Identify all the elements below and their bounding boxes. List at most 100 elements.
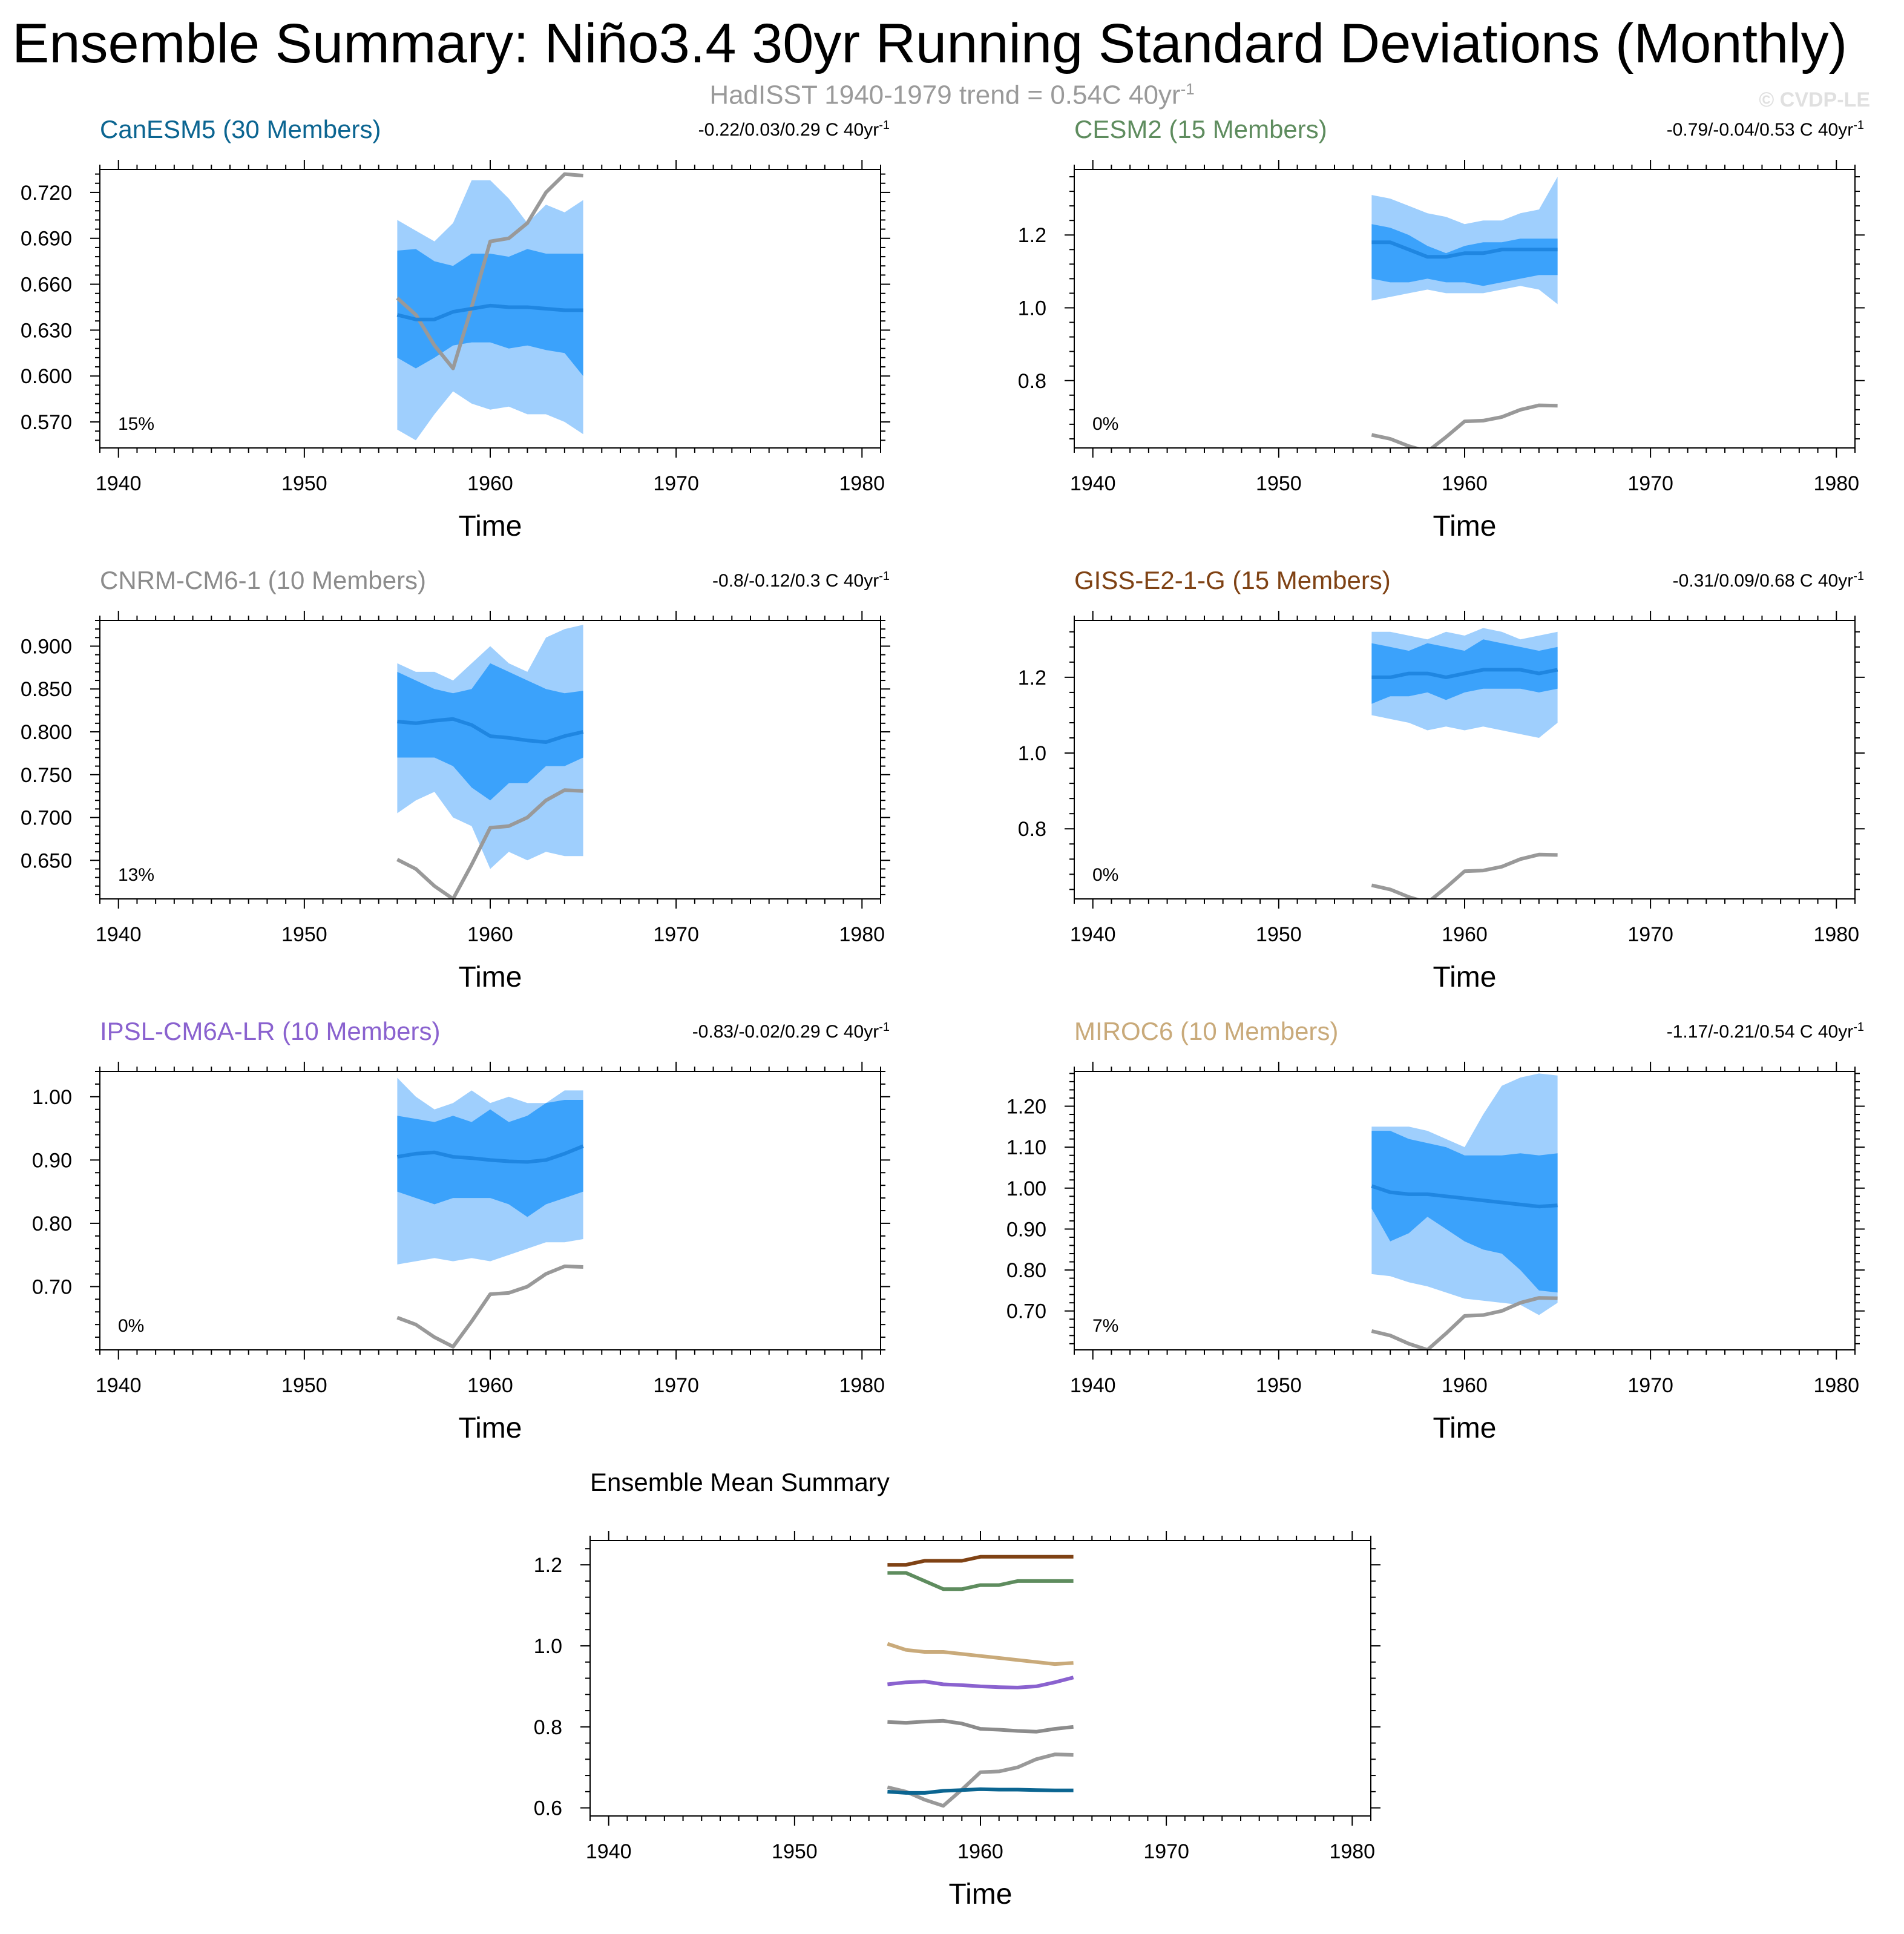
figure-subtitle: HadISST 1940-1979 trend = 0.54C 40yr-1	[0, 80, 1904, 111]
x-tick-label: 1940	[96, 1374, 142, 1397]
percent-label: 0%	[1092, 414, 1118, 434]
y-tick-label: 1.2	[1018, 224, 1046, 247]
panel-ensemble-mean-summary: Ensemble Mean Summary 1940 1950 1960 1970 19…	[502, 1468, 1386, 1928]
x-tick-label: 1950	[281, 1374, 327, 1397]
y-tick-label: 0.600	[21, 365, 72, 388]
x-tick-label: 1970	[1627, 1374, 1673, 1397]
x-tick-label: 1940	[586, 1840, 632, 1863]
y-tick-label: 1.00	[1006, 1177, 1046, 1200]
percent-label: 0%	[118, 1316, 144, 1336]
x-tick-label: 1970	[653, 923, 699, 946]
y-tick-label: 1.2	[1018, 666, 1046, 689]
y-tick-label: 0.90	[1006, 1218, 1046, 1241]
panel-title: CNRM-CM6-1 (10 Members)	[100, 566, 427, 594]
ensemble-mean-line	[397, 717, 584, 744]
y-tick-label: 1.00	[32, 1086, 72, 1109]
observations-line	[1371, 403, 1558, 448]
x-axis-label: Time	[459, 1412, 522, 1444]
y-tick-label: 0.70	[1006, 1300, 1046, 1323]
panel-stats-sup: -1	[879, 1021, 890, 1034]
series-line-ipsl-cm6a-lr	[887, 1676, 1074, 1689]
percent-label: 7%	[1092, 1316, 1118, 1336]
y-tick-label: 0.720	[21, 182, 72, 205]
x-tick-label: 1980	[1329, 1840, 1375, 1863]
plot-area	[396, 625, 584, 899]
y-tick-label: 0.8	[534, 1716, 562, 1739]
x-tick-label: 1970	[653, 1374, 699, 1397]
y-tick-label: 0.700	[21, 807, 72, 830]
x-axis-label: Time	[1433, 510, 1497, 542]
x-tick-label: 1960	[467, 1374, 513, 1397]
panel-stats: -0.31/0.09/0.68 C 40yr-1	[1673, 570, 1864, 591]
ensemble-mean-line	[396, 1144, 584, 1164]
y-tick-label: 0.660	[21, 274, 72, 297]
y-tick-label: 0.900	[21, 635, 72, 658]
y-tick-label: 1.2	[534, 1554, 562, 1577]
panel-stats-text: -0.22/0.03/0.29 C 40yr	[698, 120, 879, 140]
panel-stats-text: -0.79/-0.04/0.53 C 40yr	[1666, 120, 1854, 140]
x-tick-label: 1950	[281, 472, 327, 495]
percent-label: 0%	[1092, 865, 1118, 885]
x-tick-label: 1950	[1256, 923, 1302, 946]
observations-line	[396, 1265, 583, 1349]
x-tick-label: 1960	[467, 472, 513, 495]
observations-line	[1371, 852, 1558, 899]
panel-stats-text: -0.8/-0.12/0.3 C 40yr	[712, 571, 879, 591]
panel-stats-text: -1.17/-0.21/0.54 C 40yr	[1666, 1022, 1854, 1042]
chart-miroc6: 1940 1950 1960 1970 1980 0.70 0.80 0.90 1.00 1.10…	[1006, 1062, 1865, 1444]
series-line-hadisst	[887, 1752, 1074, 1808]
panel-title: GISS-E2-1-G (15 Members)	[1074, 566, 1391, 594]
chart-ensemble-mean-summary: 1940 1950 1960 1970 1980 0.6 0.8 1.0 1.2 Time	[534, 1531, 1380, 1910]
x-tick-label: 1940	[96, 923, 142, 946]
y-tick-label: 1.0	[1018, 742, 1046, 765]
panel-stats-sup: -1	[1853, 119, 1864, 132]
panel-stats-text: -0.31/0.09/0.68 C 40yr	[1672, 571, 1854, 591]
series-line-cesm2	[887, 1571, 1074, 1591]
percent-label: 15%	[118, 414, 154, 434]
y-tick-label: 0.750	[21, 764, 72, 787]
x-tick-label: 1980	[839, 923, 885, 946]
series-line-giss-e2-1-g	[887, 1554, 1074, 1567]
x-axis-label: Time	[1433, 961, 1497, 993]
panel-stats-text: -0.83/-0.02/0.29 C 40yr	[692, 1022, 879, 1042]
x-axis-label: Time	[459, 510, 522, 542]
ensemble-mean-line	[1371, 240, 1558, 259]
observations-line	[396, 788, 583, 899]
x-tick-label: 1940	[1070, 923, 1116, 946]
x-axis-label: Time	[1433, 1412, 1497, 1444]
chart-cnrm-cm6-1: 1940 1950 1960 1970 1980 0.650 0.700 0.750 0.800…	[21, 611, 890, 993]
panel-title: CESM2 (15 Members)	[1074, 115, 1327, 143]
panel-giss-e2-1-g: GISS-E2-1-G (15 Members) -0.31/0.09/0.68…	[980, 566, 1865, 1002]
y-tick-label: 0.80	[32, 1212, 72, 1235]
panel-cesm2: CESM2 (15 Members) -0.79/-0.04/0.53 C 40…	[980, 115, 1865, 551]
x-tick-label: 1940	[1070, 1374, 1116, 1397]
panel-stats-sup: -1	[879, 119, 890, 132]
x-tick-label: 1940	[96, 472, 142, 495]
x-tick-label: 1980	[1813, 923, 1859, 946]
x-tick-label: 1960	[467, 923, 513, 946]
observations-line	[396, 172, 583, 370]
x-tick-label: 1950	[281, 923, 327, 946]
y-tick-label: 0.850	[21, 678, 72, 701]
panel-stats: -0.8/-0.12/0.3 C 40yr-1	[712, 570, 890, 591]
series-line-cnrm-cm6-1	[887, 1719, 1074, 1734]
series-line-miroc6	[887, 1642, 1074, 1666]
x-axis-label: Time	[949, 1878, 1013, 1910]
panel-title: MIROC6 (10 Members)	[1074, 1017, 1339, 1045]
panel-title: Ensemble Mean Summary	[590, 1468, 890, 1496]
y-tick-label: 0.90	[32, 1149, 72, 1172]
chart-cesm2: 1940 1950 1960 1970 1980 0.8 1.0 1.2 Time 0%	[1018, 160, 1865, 542]
y-tick-label: 0.8	[1018, 818, 1046, 841]
ensemble-mean-line	[1371, 1184, 1558, 1209]
panel-stats-sup: -1	[1853, 570, 1864, 583]
subtitle-superscript: -1	[1180, 80, 1195, 98]
panel-stats: -0.79/-0.04/0.53 C 40yr-1	[1667, 119, 1864, 140]
x-tick-label: 1960	[1442, 1374, 1488, 1397]
x-tick-label: 1960	[1442, 472, 1488, 495]
ensemble-mean-line	[396, 303, 583, 321]
plot-area	[1371, 1073, 1558, 1350]
ensemble-spread-inner	[1371, 1131, 1558, 1293]
y-tick-label: 1.0	[1018, 297, 1046, 320]
percent-label: 13%	[118, 865, 154, 885]
series-line-canesm5	[887, 1787, 1074, 1795]
